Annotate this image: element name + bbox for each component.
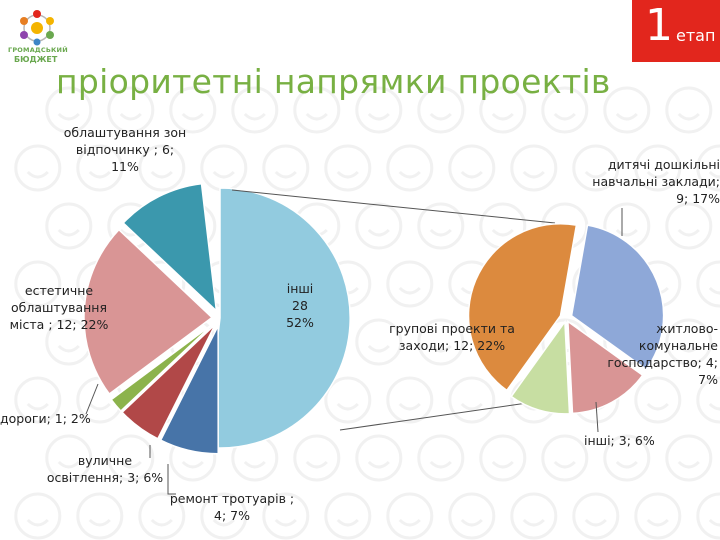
bg-smiley-icon [479, 434, 527, 482]
bg-smiley-icon [138, 144, 186, 192]
bg-smiley-icon [572, 144, 620, 192]
connector-line-top [231, 189, 556, 224]
page-title: пріоритетні напрямки проектів [56, 62, 611, 101]
bg-smiley-icon [634, 376, 682, 424]
bg-smiley-icon [510, 492, 558, 540]
bg-smiley-icon [14, 492, 62, 540]
stage-number: 1 [645, 0, 673, 51]
bg-smiley-icon [45, 86, 93, 134]
pie-slice-3 [110, 322, 215, 413]
bg-smiley-icon [665, 434, 713, 482]
bg-smiley-icon [386, 376, 434, 424]
bg-smiley-icon [634, 492, 682, 540]
bg-smiley-icon [45, 202, 93, 250]
bg-smiley-icon [14, 260, 62, 308]
label-dytiachi-zaklady: дитячі дошкільні навчальні заклади; 9; 1… [592, 157, 720, 206]
bg-smiley-icon [448, 376, 496, 424]
bg-smiley-icon [417, 86, 465, 134]
bg-smiley-icon [324, 376, 372, 424]
bg-smiley-icon [293, 434, 341, 482]
leader-line [85, 383, 99, 415]
pie-slice-1 [159, 325, 219, 455]
pie-slice-right-0 [570, 224, 665, 371]
logo-emblem-icon [20, 10, 54, 46]
label-inshi-right: інші; 3; 6% [584, 433, 655, 448]
bg-smiley-icon [324, 144, 372, 192]
bg-smiley-icon [14, 144, 62, 192]
pie-slice-4 [83, 228, 214, 396]
bg-smiley-icon [138, 492, 186, 540]
pie-slice-right-2 [510, 319, 571, 415]
bg-smiley-icon [665, 202, 713, 250]
stage-word: етап [676, 26, 716, 45]
bg-smiley-icon [603, 86, 651, 134]
bg-smiley-icon [386, 492, 434, 540]
bg-smiley-icon [14, 376, 62, 424]
bg-smiley-icon [200, 492, 248, 540]
bg-smiley-icon [541, 86, 589, 134]
bg-smiley-icon [169, 86, 217, 134]
leader-line [595, 401, 599, 433]
label-inshi-main: інші 28 52% [286, 281, 314, 330]
bg-smiley-icon [324, 492, 372, 540]
pie-slice-inshi-main [204, 187, 351, 449]
bg-smiley-icon [634, 144, 682, 192]
bg-smiley-icon [107, 86, 155, 134]
label-estetychne: естетичне облаштування міста ; 12; 22% [9, 283, 109, 332]
bg-smiley-icon [262, 144, 310, 192]
bg-smiley-icon [417, 318, 465, 366]
pie-slice-2 [121, 323, 216, 440]
bg-smiley-icon [541, 434, 589, 482]
pie-slice-right-1 [567, 319, 644, 415]
bg-smiley-icon [76, 144, 124, 192]
leader-line [167, 464, 176, 495]
bg-smiley-icon [572, 492, 620, 540]
logo-line1: ГРОМАДСЬКИЙ [8, 46, 68, 54]
bg-smiley-icon [417, 202, 465, 250]
pie-slice-5 [122, 182, 218, 313]
bg-smiley-icon [510, 144, 558, 192]
label-vulychne-osvitlennia: вуличне освітлення; 3; 6% [46, 453, 164, 485]
label-hrupovi-proekty: групові проекти та заходи; 12; 22% [389, 321, 515, 353]
bg-smiley-icon [386, 260, 434, 308]
bg-smiley-icon [231, 86, 279, 134]
connector-line-bottom [339, 399, 549, 431]
bg-smiley-icon [45, 434, 93, 482]
bg-smiley-icon [262, 492, 310, 540]
bg-smiley-icon [448, 492, 496, 540]
label-dorohy: дороги; 1; 2% [0, 411, 91, 426]
bg-smiley-icon [448, 144, 496, 192]
bg-smiley-icon [386, 144, 434, 192]
bg-smiley-icon [479, 86, 527, 134]
bg-smiley-icon [76, 492, 124, 540]
stage-tab [632, 0, 720, 62]
bg-smiley-icon [355, 434, 403, 482]
bg-smiley-icon [355, 318, 403, 366]
bg-smiley-icon [107, 434, 155, 482]
bg-smiley-icon [665, 318, 713, 366]
bg-smiley-icon [603, 434, 651, 482]
label-zony-vidpochynku: облаштування зон відпочинку ; 6; 11% [63, 125, 187, 174]
bg-smiley-icon [417, 434, 465, 482]
bg-smiley-icon [293, 86, 341, 134]
label-remont-trotuariv: ремонт тротуарів ; 4; 7% [169, 491, 295, 523]
bg-smiley-icon [665, 86, 713, 134]
bg-smiley-icon [355, 86, 403, 134]
logo: ГРОМАДСЬКИЙ БЮДЖЕТ [6, 6, 68, 66]
logo-line2: БЮДЖЕТ [14, 55, 58, 64]
label-zhytlovo-komunalne: житлово- комунальне господарство; 4; 7% [607, 321, 718, 387]
pie-slice-right-3 [467, 222, 578, 392]
bg-smiley-icon [355, 202, 403, 250]
